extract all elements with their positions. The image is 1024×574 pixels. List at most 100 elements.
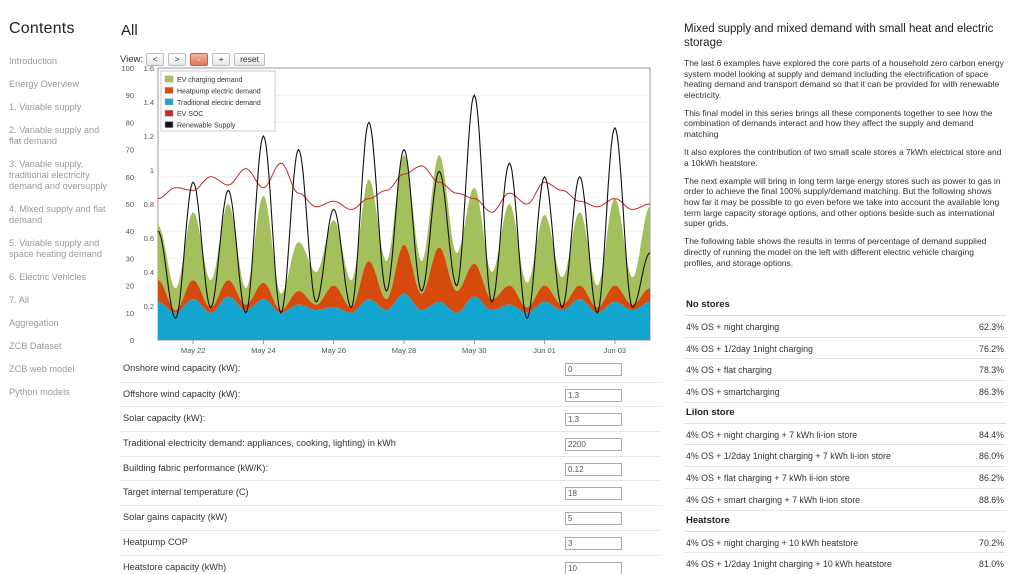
parameter-input[interactable] <box>565 363 622 376</box>
pan-right-button[interactable]: > <box>168 52 187 66</box>
y-left-tick-label: 80 <box>126 118 134 127</box>
result-value: 78.3% <box>979 365 1004 376</box>
results-row: 4% OS + night charging + 7 kWh li-ion st… <box>684 424 1006 446</box>
result-label: 4% OS + 1/2day 1night charging <box>686 343 813 354</box>
sidebar-item[interactable]: Aggregation <box>9 318 59 328</box>
pan-left-button[interactable]: < <box>146 52 165 66</box>
legend-swatch <box>164 98 174 106</box>
results-row: 4% OS + 1/2day 1night charging + 7 kWh l… <box>684 445 1006 468</box>
parameter-input[interactable] <box>565 561 622 574</box>
sidebar-item[interactable]: 2. Variable supply and flat demand <box>9 125 100 146</box>
parameter-row: Building fabric performance (kW/K): <box>120 455 660 481</box>
sidebar-item[interactable]: 3. Variable supply, traditional electric… <box>9 159 108 191</box>
result-label: 4% OS + 1/2day 1night charging + 7 kWh l… <box>686 451 891 462</box>
result-value: 86.0% <box>979 451 1004 462</box>
parameter-input[interactable] <box>565 487 622 501</box>
results-group-heading: No stores <box>684 295 1006 316</box>
parameter-row: Heatpump COP <box>120 529 660 555</box>
parameter-input[interactable] <box>565 536 622 550</box>
y-left-tick-label: 0 <box>130 336 134 345</box>
y-right-tick-label: 1 <box>150 166 154 175</box>
parameter-input[interactable] <box>565 413 622 427</box>
y-left-tick-label: 50 <box>126 200 134 209</box>
description-paragraph: This final model in this series brings a… <box>684 107 993 140</box>
sidebar-item[interactable]: 6. Electric Vehicles <box>9 272 87 282</box>
description-paragraph: The last 6 examples have explored the co… <box>684 58 1004 100</box>
result-value: 70.2% <box>979 537 1004 548</box>
results-group-heading: Heatstore <box>684 511 1006 532</box>
parameter-row: Solar gains capacity (kW) <box>120 505 660 530</box>
sidebar-item[interactable]: ZCB web model <box>9 364 75 374</box>
parameter-list: Onshore wind capacity (kW): Offshore wind… <box>120 357 660 574</box>
sidebar-item[interactable]: 1. Variable supply <box>9 102 82 112</box>
sidebar-item[interactable]: ZCB Dataset <box>9 341 62 351</box>
renewable-supply-line <box>157 94 651 320</box>
parameter-input[interactable] <box>565 388 622 402</box>
parameter-input[interactable] <box>565 462 622 476</box>
results-table: No stores 4% OS + night charging 62.3% 4% O… <box>684 295 1006 574</box>
parameter-input[interactable] <box>565 438 622 452</box>
sidebar-item[interactable]: Energy Overview <box>9 79 79 89</box>
result-label: 4% OS + flat charging + 7 kWh li-ion sto… <box>686 473 850 484</box>
legend-label: Traditional electric demand <box>177 100 261 107</box>
parameter-label: Target internal temperature (C) <box>123 487 249 498</box>
result-label: 4% OS + flat charging <box>686 365 772 376</box>
parameter-input[interactable] <box>565 512 622 526</box>
result-label: 4% OS + night charging + 10 kWh heatstor… <box>686 537 859 548</box>
reset-view-button[interactable]: reset <box>234 52 265 66</box>
description-paragraph: The next example will bring in long term… <box>684 175 1001 229</box>
parameter-row: Heatstore capacity (kWh) <box>120 554 660 574</box>
results-group-heading: LiIon store <box>684 403 1006 424</box>
zoom-out-button[interactable]: - <box>190 52 209 66</box>
results-row: 4% OS + night charging 62.3% <box>684 316 1006 338</box>
view-controls: View: < > - + reset <box>120 52 269 66</box>
legend-label: Heatpump electric demand <box>177 88 261 95</box>
sidebar-item[interactable]: 4. Mixed supply and flat demand <box>9 204 106 225</box>
sidebar-item[interactable]: 5. Variable supply and space heating dem… <box>9 238 102 259</box>
sidebar-title: Contents <box>9 20 75 37</box>
result-value: 76.2% <box>979 343 1004 354</box>
legend-label: Renewable Supply <box>177 123 236 130</box>
main-panel: All View: < > - + reset 0 10 20 30 40 50 60 70 8… <box>120 0 660 574</box>
y-right-tick-label: 1.4 <box>144 98 154 107</box>
result-value: 62.3% <box>979 322 1004 332</box>
legend-swatch <box>164 121 174 128</box>
ev-charging-area <box>158 155 650 311</box>
energy-chart[interactable]: 0 10 20 30 40 50 60 70 80 90 100 0.2 0.4 0.6 0.8 1 1.2 1.… <box>120 66 660 356</box>
legend-label: EV charging demand <box>177 77 242 84</box>
parameter-label: Solar capacity (kW): <box>123 413 206 424</box>
parameter-row: Onshore wind capacity (kW): <box>120 357 660 382</box>
y-left-tick-label: 100 <box>121 66 134 73</box>
sidebar-item[interactable]: Introduction <box>9 56 58 66</box>
sidebar-item[interactable]: 7. All <box>9 295 29 305</box>
legend-swatch <box>164 75 174 83</box>
page-title: All <box>121 22 138 39</box>
parameter-row: Offshore wind capacity (kW): <box>120 381 660 407</box>
parameter-label: Traditional electricity demand: applianc… <box>123 438 396 449</box>
view-label: View: <box>120 53 144 65</box>
parameter-row: Solar capacity (kW): <box>120 406 660 431</box>
chart-legend: EV charging demand Heatpump electric dema… <box>160 70 276 132</box>
result-value: 88.6% <box>979 494 1004 505</box>
parameter-label: Heatpump COP <box>123 536 188 547</box>
result-label: 4% OS + smart charging + 7 kWh li-ion st… <box>686 494 861 505</box>
y-left-tick-label: 70 <box>126 146 134 155</box>
parameter-label: Onshore wind capacity (kW): <box>123 363 241 373</box>
section-title: Mixed supply and mixed demand with small… <box>684 23 994 49</box>
heatpump-demand-area <box>158 244 650 313</box>
x-tick-label: May 24 <box>251 346 276 355</box>
legend-box <box>160 70 276 132</box>
sidebar: Contents Introduction Energy Overview 1. V… <box>0 0 112 574</box>
sidebar-item[interactable]: Python models <box>9 387 70 397</box>
x-tick-label: May 26 <box>321 346 346 355</box>
zoom-in-button[interactable]: + <box>212 52 231 66</box>
results-row: 4% OS + night charging + 10 kWh heatstor… <box>684 532 1006 554</box>
x-tick-label: May 28 <box>392 346 417 355</box>
legend-swatch <box>164 109 174 117</box>
results-row: 4% OS + smart charging + 7 kWh li-ion st… <box>684 489 1006 511</box>
y-right-tick-label: 1.6 <box>144 66 154 73</box>
sidebar-nav: Introduction Energy Overview 1. Variable s… <box>9 56 109 410</box>
results-row: 4% OS + 1/2day 1night charging + 10 kWh … <box>684 553 1006 574</box>
parameter-label: Building fabric performance (kW/K): <box>123 462 269 473</box>
results-row: 4% OS + 1/2day 1night charging 76.2% <box>684 338 1006 360</box>
